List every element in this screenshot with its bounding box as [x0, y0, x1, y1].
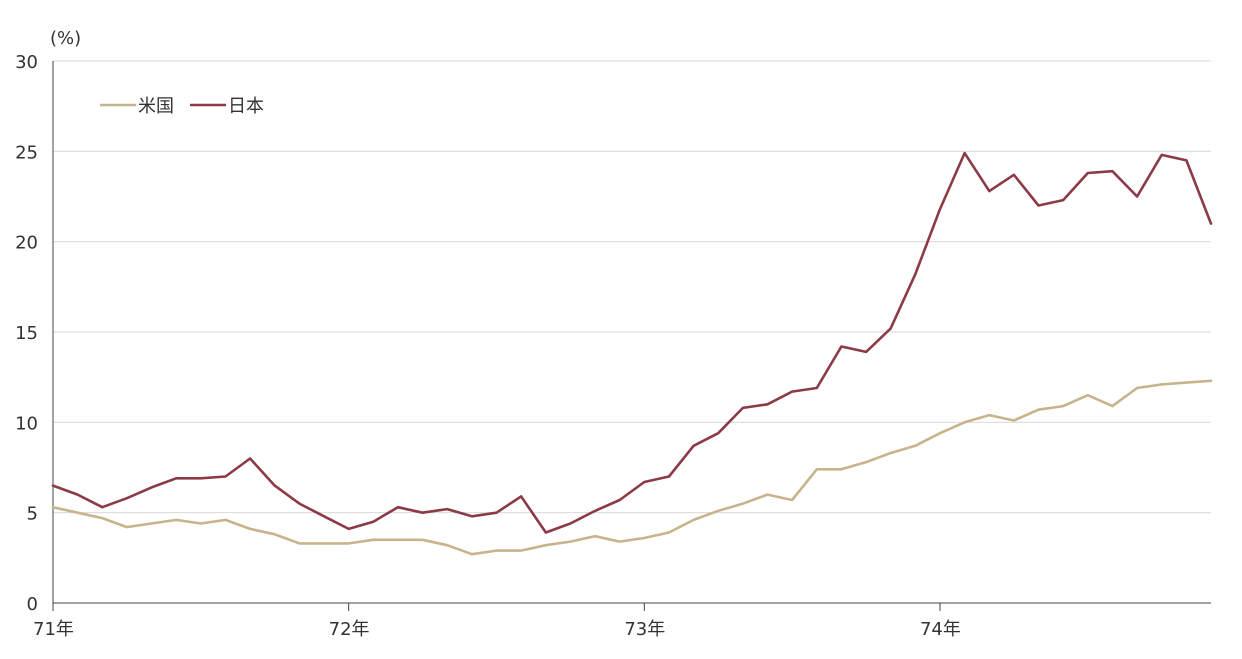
- legend-label-0: 米国: [138, 96, 174, 117]
- series-line-0: [51, 379, 1213, 556]
- grid-lines: [53, 60, 1211, 514]
- y-tick-label: 15: [15, 323, 38, 344]
- legend-label-1: 日本: [228, 96, 264, 117]
- y-tick-label: 20: [15, 233, 38, 254]
- x-tick-label: 71年: [33, 619, 74, 640]
- series-line-1: [51, 151, 1213, 534]
- y-tick-label: 30: [15, 52, 38, 73]
- x-tick-label: 73年: [624, 619, 665, 640]
- series-lines: [51, 151, 1213, 556]
- legend: 米国 日本: [100, 96, 264, 117]
- x-axis: 71年 72年 73年 74年: [33, 602, 1211, 640]
- x-tick-label: 72年: [329, 619, 370, 640]
- y-tick-label: 10: [15, 413, 38, 434]
- y-tick-label: 25: [15, 142, 38, 163]
- y-axis-unit-label: (%): [50, 28, 81, 49]
- y-tick-label: 0: [27, 594, 38, 615]
- y-tick-label: 5: [27, 504, 38, 525]
- y-axis: 0 5 10 15 20 25 30: [15, 52, 54, 615]
- x-tick-label: 74年: [920, 619, 961, 640]
